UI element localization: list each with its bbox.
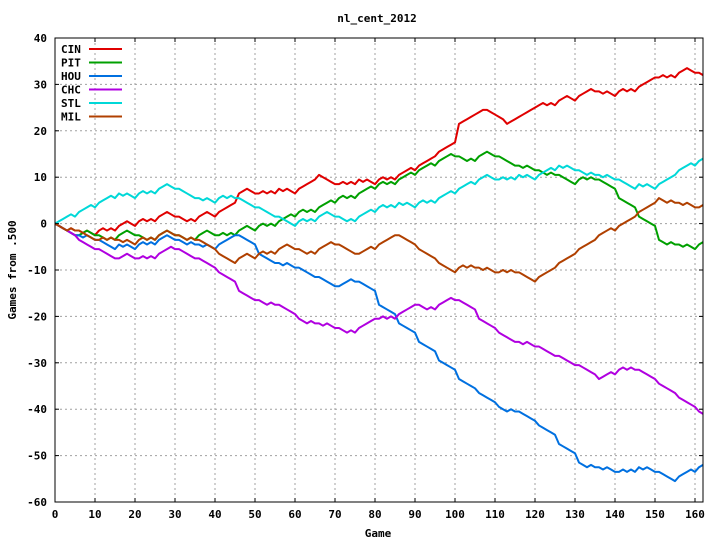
y-tick-label: 40 [34,32,47,45]
x-tick-label: 0 [52,508,59,521]
x-tick-label: 50 [248,508,261,521]
x-tick-label: 130 [565,508,585,521]
y-tick-label: 20 [34,125,47,138]
series-line-hou [54,222,704,483]
series-line-chc [54,222,704,415]
x-tick-label: 80 [368,508,381,521]
y-tick-label: 10 [34,171,47,184]
y-tick-label: -50 [27,450,47,463]
y-tick-label: -40 [27,403,47,416]
x-tick-label: 70 [328,508,341,521]
x-tick-label: 30 [168,508,181,521]
series-line-stl [54,157,704,227]
x-tick-label: 40 [208,508,221,521]
chart-title: nl_cent_2012 [337,12,416,25]
x-tick-label: 160 [685,508,705,521]
y-axis-label: Games from .500 [6,220,19,319]
x-tick-label: 60 [288,508,301,521]
legend-label-cin: CIN [61,43,81,56]
y-tick-label: -10 [27,264,47,277]
x-tick-label: 150 [645,508,665,521]
series-line-cin [54,67,704,237]
x-tick-label: 120 [525,508,545,521]
y-tick-label: -20 [27,310,47,323]
legend-label-hou: HOU [61,70,81,83]
legend-label-stl: STL [61,97,81,110]
x-tick-label: 20 [128,508,141,521]
y-tick-label: 0 [40,218,47,231]
x-axis-label: Game [365,527,392,540]
x-tick-label: 110 [485,508,505,521]
y-tick-label: 30 [34,78,47,91]
series-line-mil [54,197,704,283]
legend-label-chc: CHC [61,84,81,97]
legend-label-mil: MIL [61,111,81,124]
x-tick-label: 100 [445,508,465,521]
y-tick-label: -30 [27,357,47,370]
grid-lines [55,38,703,502]
y-tick-label: -60 [27,496,47,509]
x-tick-label: 140 [605,508,625,521]
x-tick-label: 10 [88,508,101,521]
series-lines [54,67,704,483]
axis-ticks: 0 10 20 30 40 50 60 70 80 90 100 110 120 130 140 150 160… [27,32,705,521]
x-tick-label: 90 [408,508,421,521]
legend-label-pit: PIT [61,57,81,70]
